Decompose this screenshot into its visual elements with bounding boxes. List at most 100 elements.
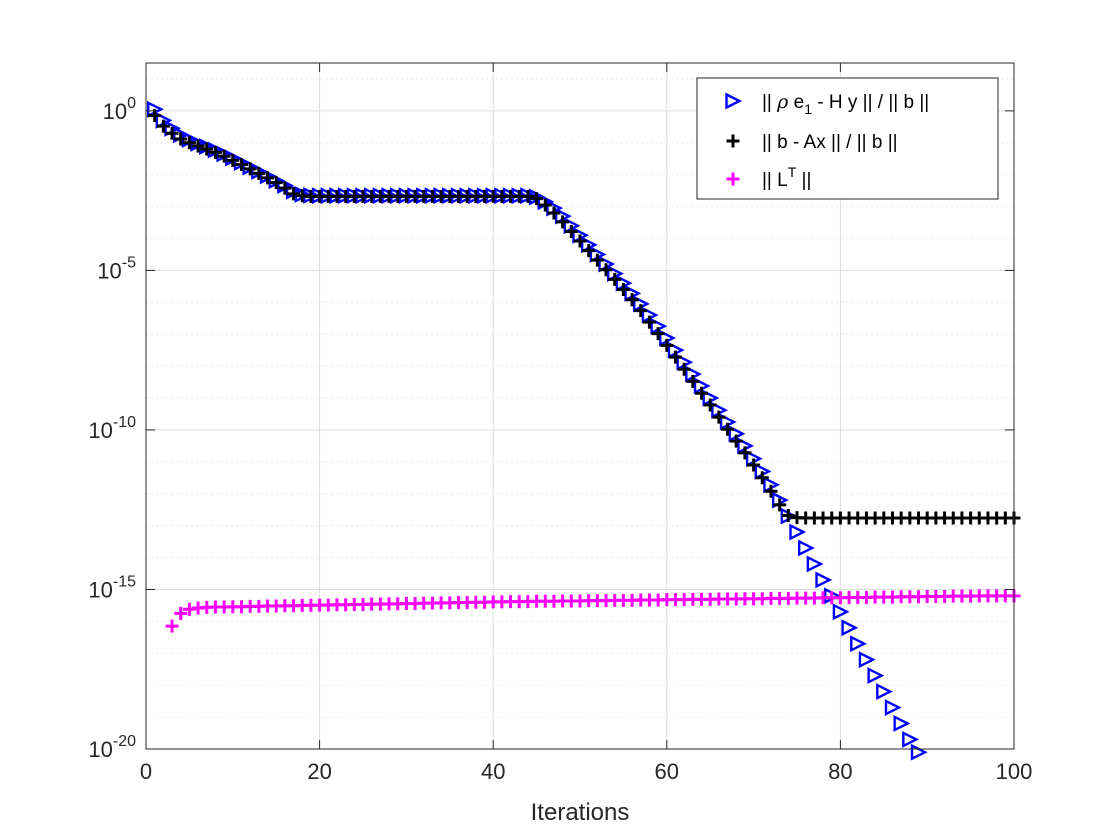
data-point-res — [677, 362, 691, 376]
series-lt — [165, 589, 1021, 633]
y-tick-base: 10 — [88, 577, 112, 602]
data-point-res — [573, 234, 587, 248]
data-point-est — [884, 699, 902, 716]
data-point-est — [815, 571, 833, 589]
data-point-res — [547, 206, 561, 220]
y-tick-base: 10 — [88, 737, 112, 762]
legend-marker-res — [726, 134, 740, 148]
data-point-res — [182, 136, 196, 150]
legend-box — [696, 77, 999, 200]
data-point-res — [530, 192, 544, 206]
data-point-est — [850, 635, 867, 653]
data-point-res — [564, 224, 578, 238]
data-point-res — [208, 145, 222, 159]
data-point-lt — [174, 606, 188, 620]
y-tick-label: 10-15 — [88, 573, 136, 602]
data-point-res — [200, 142, 214, 156]
x-tick-label: 100 — [996, 759, 1033, 784]
x-tick-label: 60 — [655, 759, 679, 784]
data-point-res — [651, 327, 665, 341]
data-point-res — [712, 410, 726, 424]
series-res — [148, 109, 1021, 525]
x-tick-label: 20 — [307, 759, 331, 784]
data-point-res — [156, 119, 170, 133]
y-tick-base: 10 — [88, 418, 112, 443]
data-point-res — [703, 398, 717, 412]
legend-est-subscript: 1 — [804, 101, 812, 117]
y-tick-exponent: -15 — [113, 573, 136, 590]
legend-lt-superscript: T — [788, 164, 797, 180]
data-point-res — [556, 215, 570, 229]
y-tick-exponent: -20 — [113, 733, 136, 750]
data-point-res — [764, 484, 778, 498]
data-point-res — [695, 386, 709, 400]
data-point-res — [773, 498, 787, 512]
data-point-est — [789, 523, 807, 541]
data-point-lt — [165, 619, 179, 633]
data-point-res — [616, 283, 630, 297]
data-point-res — [642, 315, 656, 329]
legend-entry-res: || b - Ax || / || b || — [762, 132, 898, 153]
legend-lt-part1: || L — [762, 170, 788, 191]
data-point-est — [806, 555, 824, 573]
legend-lt-part2: || — [796, 170, 811, 191]
legend-est-part3: - H y || / || b || — [812, 92, 929, 113]
data-point-res — [243, 162, 257, 176]
y-tick-label: 100 — [103, 95, 136, 124]
data-point-res — [608, 272, 622, 286]
axes-box — [145, 62, 1015, 750]
data-point-res — [738, 446, 752, 460]
data-point-res — [599, 263, 613, 277]
data-point-res — [234, 157, 248, 171]
data-point-res — [538, 198, 552, 212]
data-point-est — [858, 651, 876, 669]
y-tick-base: 10 — [103, 99, 127, 124]
y-tick-label: 10-10 — [88, 414, 136, 443]
legend: || ρ e1 - H y || / || b || || b - Ax || … — [696, 77, 999, 200]
data-point-res — [729, 434, 743, 448]
data-point-est — [797, 539, 815, 557]
data-point-est — [902, 730, 920, 748]
legend-est-rho: ρ — [776, 91, 789, 113]
data-point-res — [686, 374, 700, 388]
legend-entry-est: || ρ e1 - H y || / || b || — [762, 91, 929, 117]
y-tick-exponent: -10 — [113, 414, 136, 431]
data-point-res — [625, 293, 639, 307]
data-point-res — [278, 181, 292, 195]
x-axis-title: Iterations — [531, 799, 630, 826]
series-layer — [146, 100, 1021, 761]
y-tick-exponent: -5 — [122, 254, 136, 271]
x-tick-label: 40 — [481, 759, 505, 784]
data-point-est — [832, 603, 850, 621]
data-point-res — [217, 149, 231, 163]
data-point-res — [261, 171, 275, 185]
data-point-res — [668, 350, 682, 364]
data-point-res — [590, 253, 604, 267]
data-point-est — [893, 715, 911, 732]
y-tick-label: 10-20 — [88, 733, 136, 762]
data-point-res — [269, 176, 283, 190]
data-point-res — [252, 166, 266, 180]
legend-entry-lt: || LT || — [762, 164, 811, 191]
data-point-res — [226, 153, 240, 167]
data-point-res — [634, 304, 648, 318]
data-point-res — [721, 422, 735, 436]
data-point-est — [867, 667, 885, 685]
legend-marker-lt — [726, 172, 740, 186]
legend-res-text: || b - Ax || / || b || — [762, 132, 898, 153]
data-point-res — [191, 139, 205, 153]
data-point-est — [841, 619, 859, 637]
y-tick-exponent: 0 — [127, 95, 136, 112]
data-point-res — [660, 338, 674, 352]
y-tick-base: 10 — [97, 258, 121, 283]
legend-marker-est — [725, 92, 743, 110]
tick-marks — [145, 63, 1015, 750]
data-point-res — [755, 471, 769, 485]
x-tick-label: 0 — [140, 759, 152, 784]
legend-est-part2: e — [788, 92, 804, 113]
data-point-res — [521, 189, 535, 203]
data-point-res — [582, 244, 596, 258]
x-tick-label: 80 — [828, 759, 852, 784]
